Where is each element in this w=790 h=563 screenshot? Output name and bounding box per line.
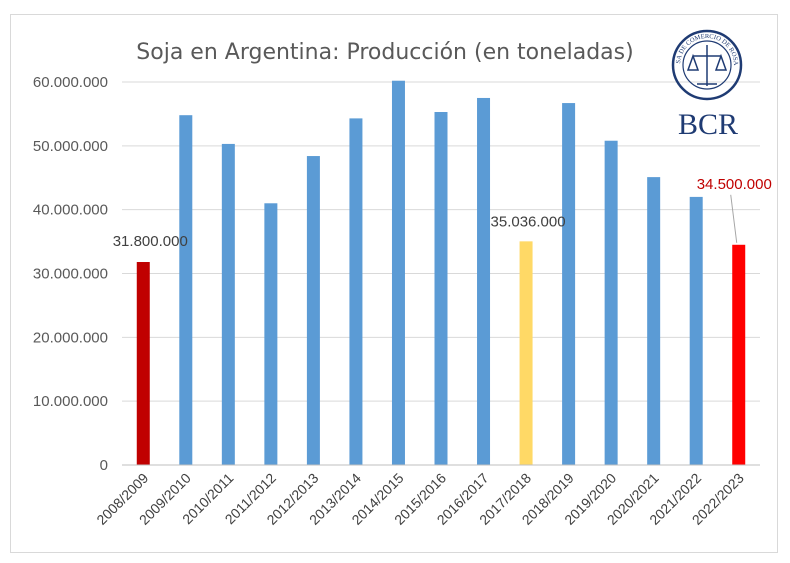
- y-tick-label: 30.000.000: [33, 266, 108, 283]
- bar-2017-2018: [519, 241, 533, 465]
- bar-2012-2013: [306, 156, 320, 465]
- data-labels: 31.800.000 35.036.000 34.500.000: [113, 176, 772, 250]
- data-label: 31.800.000: [113, 233, 188, 250]
- bar-2014-2015: [391, 80, 405, 466]
- bar-2018-2019: [562, 103, 576, 465]
- bar-2021-2022: [689, 196, 703, 465]
- y-axis-ticks: 0 10.000.000 20.000.000 30.000.000 40.000.00…: [33, 74, 108, 474]
- y-tick-label: 50.000.000: [33, 138, 108, 155]
- y-tick-label: 20.000.000: [33, 329, 108, 346]
- bar-2015-2016: [434, 112, 448, 466]
- bar-2019-2020: [604, 140, 618, 465]
- x-axis-ticks: 2008/20092009/20102010/20112011/20122012…: [93, 470, 747, 528]
- bar-2022-2023: [732, 244, 746, 465]
- bar-2016-2017: [477, 97, 491, 465]
- chart-title: Soja en Argentina: Producción (en tonela…: [136, 40, 633, 65]
- bar-2008-2009: [136, 262, 150, 465]
- bar-2010-2011: [221, 143, 235, 465]
- bar-2020-2021: [647, 177, 661, 465]
- y-tick-label: 40.000.000: [33, 202, 108, 219]
- y-tick-label: 60.000.000: [33, 74, 108, 91]
- data-label: 35.036.000: [491, 213, 566, 230]
- y-tick-label: 10.000.000: [33, 393, 108, 410]
- bar-2009-2010: [179, 115, 193, 466]
- bar-2011-2012: [264, 203, 278, 466]
- bcr-logo: BOLSA DE COMERCIO DE ROSARIO BCR: [0, 0, 743, 141]
- y-tick-label: 0: [100, 457, 108, 474]
- data-label-leader-line: [730, 194, 738, 243]
- bar-2013-2014: [349, 118, 363, 465]
- bars: [136, 80, 746, 466]
- data-label: 34.500.000: [697, 176, 772, 193]
- bcr-wordmark: BCR: [678, 108, 738, 141]
